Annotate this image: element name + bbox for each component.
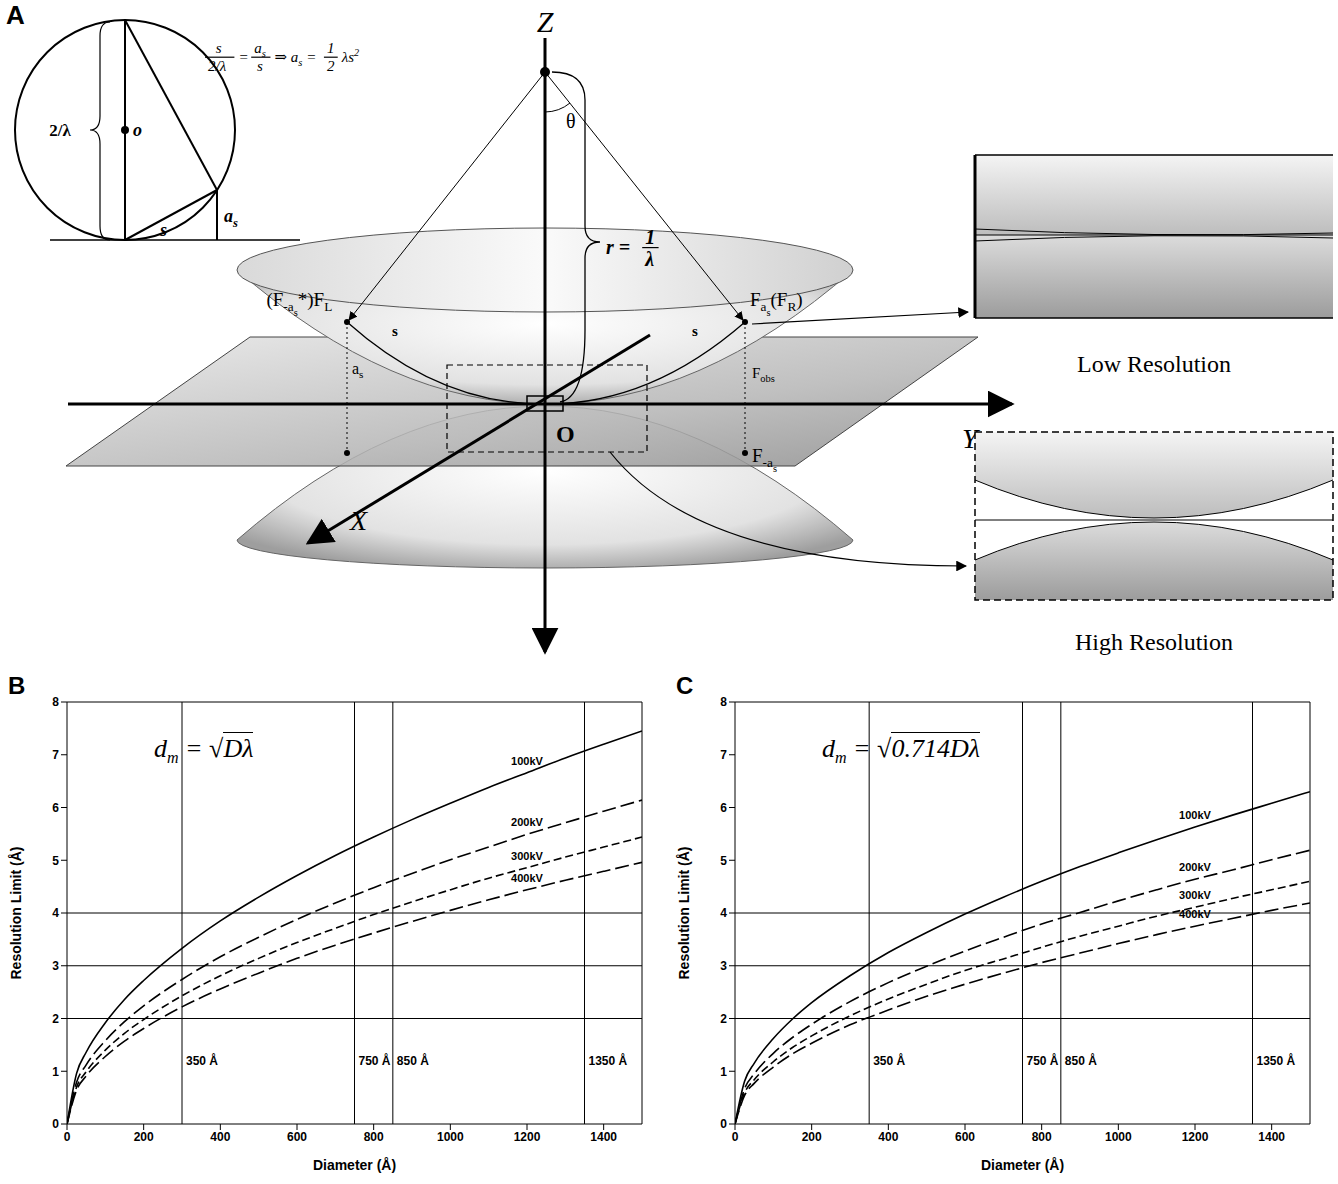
svg-text:2/λ: 2/λ	[49, 121, 71, 140]
svg-text:0: 0	[732, 1130, 739, 1144]
svg-text:1: 1	[645, 226, 655, 248]
svg-text:3: 3	[720, 959, 727, 973]
svg-text:2: 2	[52, 1012, 59, 1026]
svg-text:200kV: 200kV	[511, 816, 543, 828]
svg-text:Diameter (Å): Diameter (Å)	[313, 1157, 396, 1173]
svg-text:0: 0	[52, 1117, 59, 1131]
html-text:dm = √ 0.714Dλ: dm = √ 0.714Dλ	[822, 734, 980, 767]
svg-text:6: 6	[52, 801, 59, 815]
svg-text:2: 2	[720, 1012, 727, 1026]
svg-text:Fobs: Fobs	[752, 365, 775, 384]
svg-text:2: 2	[327, 58, 335, 74]
svg-text:400kV: 400kV	[511, 872, 543, 884]
svg-text:Low Resolution: Low Resolution	[1077, 351, 1231, 377]
svg-text:100kV: 100kV	[511, 755, 543, 767]
svg-text:s: s	[159, 220, 167, 240]
svg-text:1: 1	[52, 1065, 59, 1079]
html-text:dm = √ Dλ: dm = √ Dλ	[154, 734, 254, 767]
svg-text:400: 400	[210, 1130, 230, 1144]
svg-text:1350 Å: 1350 Å	[1257, 1053, 1296, 1068]
svg-text:F-as: F-as	[752, 445, 777, 474]
svg-text:4: 4	[720, 906, 727, 920]
svg-text:800: 800	[1032, 1130, 1052, 1144]
svg-text:s: s	[692, 323, 698, 339]
svg-text:7: 7	[52, 748, 59, 762]
svg-text:1: 1	[327, 40, 335, 56]
svg-text:100kV: 100kV	[1179, 809, 1211, 821]
svg-text:Z: Z	[537, 5, 554, 38]
svg-text:0: 0	[64, 1130, 71, 1144]
svg-text:750 Å: 750 Å	[1027, 1053, 1059, 1068]
svg-text:as: as	[224, 206, 238, 230]
svg-text:s: s	[216, 40, 222, 56]
svg-text:λs2: λs2	[341, 47, 359, 65]
svg-text:1: 1	[720, 1065, 727, 1079]
svg-text:1400: 1400	[1258, 1130, 1285, 1144]
svg-text:λ: λ	[644, 248, 654, 270]
svg-text:Resolution Limit (Å): Resolution Limit (Å)	[8, 847, 24, 980]
svg-text:X: X	[349, 505, 368, 536]
svg-text:400kV: 400kV	[1179, 908, 1211, 920]
svg-text:1000: 1000	[1105, 1130, 1132, 1144]
html-text:B: B	[8, 672, 26, 699]
svg-text:8: 8	[52, 695, 59, 709]
svg-text:5: 5	[720, 854, 727, 868]
svg-text:800: 800	[364, 1130, 384, 1144]
svg-text:850 Å: 850 Å	[397, 1053, 429, 1068]
svg-text:as: as	[352, 360, 363, 380]
svg-text:400: 400	[878, 1130, 898, 1144]
svg-text:350 Å: 350 Å	[186, 1053, 218, 1068]
svg-text:0: 0	[720, 1117, 727, 1131]
svg-text:600: 600	[955, 1130, 975, 1144]
svg-text:(F-as*)FL: (F-as*)FL	[266, 289, 332, 318]
svg-text:8: 8	[720, 695, 727, 709]
svg-text:1350 Å: 1350 Å	[589, 1053, 628, 1068]
svg-text:200: 200	[134, 1130, 154, 1144]
svg-text:1400: 1400	[590, 1130, 617, 1144]
svg-text:=: =	[238, 49, 248, 65]
svg-text:O: O	[556, 421, 575, 447]
svg-text:θ: θ	[566, 110, 576, 132]
svg-text:s: s	[392, 323, 398, 339]
svg-text:5: 5	[52, 854, 59, 868]
svg-text:as: as	[254, 40, 266, 59]
svg-text:2/λ: 2/λ	[208, 58, 227, 74]
html-text:C: C	[676, 672, 694, 699]
svg-text:1200: 1200	[1182, 1130, 1209, 1144]
svg-text:Resolution Limit (Å): Resolution Limit (Å)	[676, 847, 692, 980]
svg-text:Fas(FR): Fas(FR)	[750, 289, 803, 318]
svg-text:1000: 1000	[437, 1130, 464, 1144]
svg-text:200: 200	[802, 1130, 822, 1144]
svg-text:350 Å: 350 Å	[873, 1053, 905, 1068]
svg-text:200kV: 200kV	[1179, 861, 1211, 873]
svg-text:3: 3	[52, 959, 59, 973]
svg-text:Diameter (Å): Diameter (Å)	[981, 1157, 1064, 1173]
svg-text:A: A	[6, 0, 25, 30]
svg-text:6: 6	[720, 801, 727, 815]
svg-text:850 Å: 850 Å	[1065, 1053, 1097, 1068]
svg-text:s: s	[257, 58, 263, 74]
svg-text:4: 4	[52, 906, 59, 920]
svg-text:High Resolution: High Resolution	[1075, 629, 1233, 655]
svg-text:300kV: 300kV	[511, 850, 543, 862]
svg-text:7: 7	[720, 748, 727, 762]
svg-text:⇒ as =: ⇒ as =	[274, 49, 316, 68]
svg-text:1200: 1200	[514, 1130, 541, 1144]
svg-text:Y: Y	[962, 423, 978, 454]
svg-text:o: o	[133, 120, 142, 140]
svg-text:r =: r =	[606, 236, 630, 258]
svg-text:750 Å: 750 Å	[359, 1053, 391, 1068]
svg-text:300kV: 300kV	[1179, 889, 1211, 901]
svg-text:600: 600	[287, 1130, 307, 1144]
